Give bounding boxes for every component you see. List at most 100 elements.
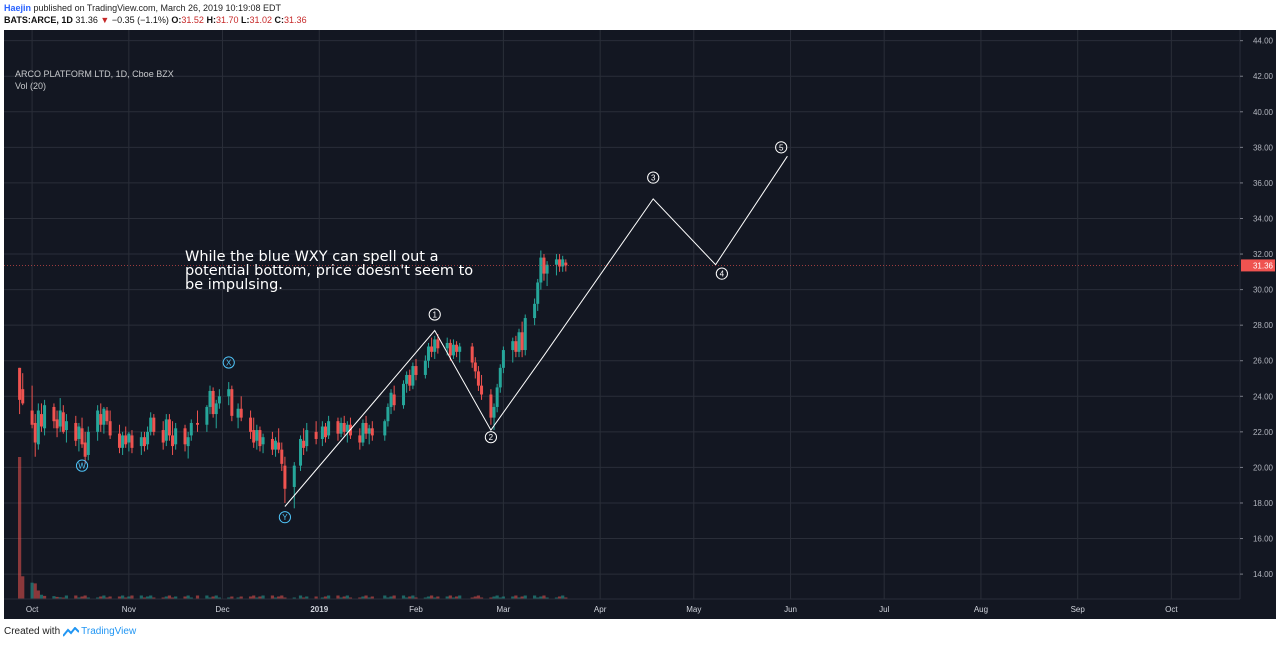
volume-bar [539,596,543,599]
candle-body [214,403,218,415]
created-with-label: Created with [4,626,61,637]
volume-bar [189,597,193,599]
volume-bar [127,596,131,599]
author-name[interactable]: Haejin [4,3,32,13]
candle-body [280,449,284,464]
volume-bar [236,597,240,599]
tradingview-logo-icon [63,626,80,637]
volume-bar [523,595,527,599]
volume-bar [314,596,318,599]
volume-bar [211,596,215,599]
candle-body [426,346,430,361]
tradingview-link[interactable]: TradingView [63,626,136,637]
candle-body [533,303,537,319]
candle-body [274,440,278,450]
volume-bar [339,597,343,599]
volume-bar [96,597,100,599]
volume-bar [389,596,393,599]
volume-bar [511,596,515,599]
volume-bar [305,596,309,599]
volume-bar [302,597,306,599]
y-tick-label: 14.00 [1253,570,1274,579]
candle-body [536,282,540,304]
price-axis-background [1240,30,1276,599]
candle-body [430,346,434,352]
volume-bar [542,595,546,599]
volume-bar [74,595,78,599]
candle-body [83,442,87,457]
candle-body [277,442,281,450]
candle-body [36,410,40,445]
candle-body [558,259,562,267]
volume-bar [186,595,190,599]
x-tick-label: Aug [974,605,988,614]
high-label: H: [206,15,216,25]
volume-bar [227,597,231,599]
y-tick-label: 34.00 [1253,214,1274,223]
wave-label-circle [715,267,728,280]
volume-bar [520,596,524,599]
candle-body [261,437,265,445]
chart-frame[interactable]: W X Y 1 2 3 4 5 14.00 16.00 18.00 20.00 22.00 24.00 2… [4,30,1276,619]
candle-body [411,366,415,386]
candle-body [52,406,56,422]
candle-body [489,394,493,418]
candle-body [283,465,287,489]
candle-body [383,421,387,436]
candle-body [458,346,462,352]
candle-body [514,341,518,352]
candle-body [433,339,437,352]
candle-body [305,430,309,447]
candle-body [189,422,193,436]
candle-body [183,428,187,445]
volume-bar [436,596,440,599]
volume-bar [174,596,178,599]
volume-bar [367,597,371,599]
volume-bar [252,595,256,599]
candle-body [39,414,43,427]
candle-body [208,390,212,407]
candle-body [58,410,62,427]
volume-bar [426,596,431,599]
volume-bar [408,596,412,599]
candle-body [117,433,121,448]
wave-label-circle [484,431,498,444]
candle-body [323,426,327,438]
y-tick-label: 44.00 [1253,37,1274,46]
low-value: 31.02 [249,15,273,25]
volume-bar [145,596,150,599]
volume-bar [86,597,90,599]
wave-label-5: 5 [779,143,784,152]
volume-bar [348,597,353,599]
candle-body [539,257,543,283]
volume-bar [517,597,521,599]
volume-bar [239,596,243,599]
candle-body [146,431,150,445]
volume-bar [533,595,537,599]
volume-bar [430,595,434,599]
price-chart[interactable]: W X Y 1 2 3 4 5 14.00 16.00 18.00 20.00 22.00 24.00 2… [4,30,1276,619]
candle-body [152,417,156,432]
candle-body [99,414,103,425]
candle-body [302,440,306,448]
volume-bar [327,595,331,599]
volume-bar [30,582,34,599]
volume-bar [386,597,390,599]
time-axis-background [4,599,1276,619]
candle-body [149,417,153,432]
y-tick-label: 42.00 [1253,72,1274,81]
volume-bar [64,595,69,599]
candle-body [105,410,109,422]
candle-body [64,421,68,431]
volume-bar [492,596,496,599]
candle-body [436,339,440,349]
volume-bar [167,595,172,599]
last-price-tag [1241,259,1275,272]
volume-bar [283,597,287,599]
candle-body [327,421,331,436]
wave-label-circle [647,171,660,184]
volume-bar [292,597,296,599]
volume-bar [214,595,218,599]
volume-bar [280,595,284,599]
volume-bar [205,595,209,599]
